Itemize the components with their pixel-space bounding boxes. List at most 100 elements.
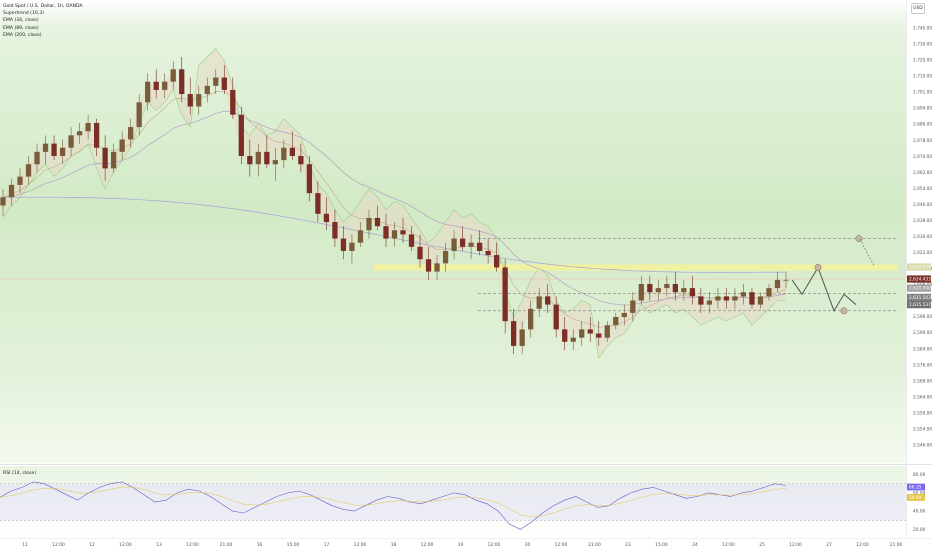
candle-body [774,279,781,289]
currency-button[interactable]: USD [911,3,925,14]
rsi-axis-tick-label: 20.00 [913,527,926,533]
candle-body [76,131,83,136]
candle-body [298,155,304,165]
price-axis-tick-label: 2,694.000 [913,106,932,112]
price-axis-tick-label: 2,670.000 [913,154,932,160]
time-axis-tick-label: 25 [759,542,765,548]
supply-zones [2,48,786,360]
candle-body [59,147,66,156]
candle-body [553,304,559,330]
time-axis-tick-label: 20 [525,542,531,548]
candle-body [672,283,678,293]
candle-body [545,296,551,305]
legend-symbol-title[interactable]: Gold Spot / U.S. Dollar, 1h, OANDA [3,4,83,9]
candle-body [783,279,789,281]
legend-indicator-ema-34[interactable]: EMA (34, close) [3,18,39,24]
price-axis-tick-label: 2,678.000 [913,138,932,144]
candle-body [366,217,372,231]
candle-body [613,317,619,326]
price-axis-tick-label: 2,701.000 [913,90,932,96]
time-axis-tick-label: 12:00 [354,542,367,548]
candle-body [357,230,364,243]
candle-body [621,312,627,318]
supertrend-fill [3,48,786,359]
candle-body [425,259,432,272]
rsi-band [0,483,906,521]
time-axis[interactable]: 11 12:00 12 12:00 13 12:00 21:00 16 15:00 17 12:00… [22,542,902,548]
candle-body [732,296,738,301]
price-axis-tick-label: 2,590.000 [913,330,932,336]
candle-body [715,296,721,301]
price-axis-tick-label: 2,710.000 [913,74,932,80]
chart-legend: Gold Spot / U.S. Dollar, 1h, OANDA Super… [3,3,83,39]
legend-indicator-ema-89[interactable]: EMA (89, close) [3,25,39,31]
price-label-box [907,301,931,309]
legend-indicator-supertrend[interactable]: Supertrend (10,3) [3,11,44,17]
candle-body [442,250,449,264]
candle-body [51,143,57,156]
candle-body [391,230,398,239]
candle-body [272,160,278,165]
price-axis-tick-label: 2,564.000 [913,394,932,400]
time-axis-tick-label: 12:00 [555,542,568,548]
candle-body [119,139,125,152]
candle-body [766,288,772,297]
candle-body [476,242,483,251]
candle-body [153,81,159,90]
time-axis-tick-label: 12:00 [488,542,501,548]
candle-body [306,164,313,194]
candle-body [604,325,610,338]
time-axis-tick-label: 21:00 [588,542,601,548]
candle-body [25,164,32,177]
candle-body [111,151,117,169]
candle-body [42,143,49,152]
price-axis-tick-label: 2,569.000 [913,378,932,384]
price-axis-tick-label: 2,554.000 [913,426,932,432]
candle-body [170,69,176,82]
projection-point-support [840,307,848,315]
legend-indicator-ema-200[interactable]: EMA (200, close) [3,32,42,38]
candle-body [145,81,151,103]
candle-body [247,155,253,165]
time-axis-tick-label: 12:00 [186,542,199,548]
candle-body [17,176,23,185]
time-axis-tick-label: 15:00 [287,542,300,548]
rsi-value-box [907,483,925,491]
rsi-value-label: 66.35 [909,485,922,491]
time-axis-tick-label: 17 [324,542,330,548]
candle-body [400,230,406,235]
price-label: 2,624.433 [909,277,931,283]
time-axis-tick-label: 12:00 [52,542,65,548]
candle-body [655,288,661,293]
candle-body [289,147,296,156]
candles[interactable] [0,56,789,355]
candle-body [740,292,747,297]
price-label: 2,620.000 [909,286,931,292]
time-axis-tick-label: 23 [625,542,631,548]
time-axis-tick-label: 12:00 [421,542,434,548]
candle-body [213,77,219,86]
candle-body [647,283,653,293]
price-axis-tick-label: 2,546.000 [913,443,932,449]
candle-body [757,296,764,305]
price-label: 2,611.503 [909,295,931,301]
candle-body [93,122,100,148]
candle-body [85,122,91,132]
candle-body [323,213,330,223]
candle-body [238,114,244,156]
candle-body [570,337,576,342]
time-axis-tick-label: 15:00 [655,542,668,548]
candle-body [562,329,568,342]
price-axis-tick-label: 2,730.000 [913,42,932,48]
rsi-value-box [907,494,925,501]
candle-body [34,151,40,165]
candle-body [451,238,457,251]
candle-body [340,238,347,251]
time-axis-tick-label: 16 [257,542,263,548]
price-axis-tick-label: 2,630.000 [913,234,932,240]
candle-body [196,94,202,107]
candle-body [528,308,534,330]
rsi-value-label: 54.94 [909,495,922,501]
rsi-legend[interactable]: RSI (14, close) [3,471,37,476]
